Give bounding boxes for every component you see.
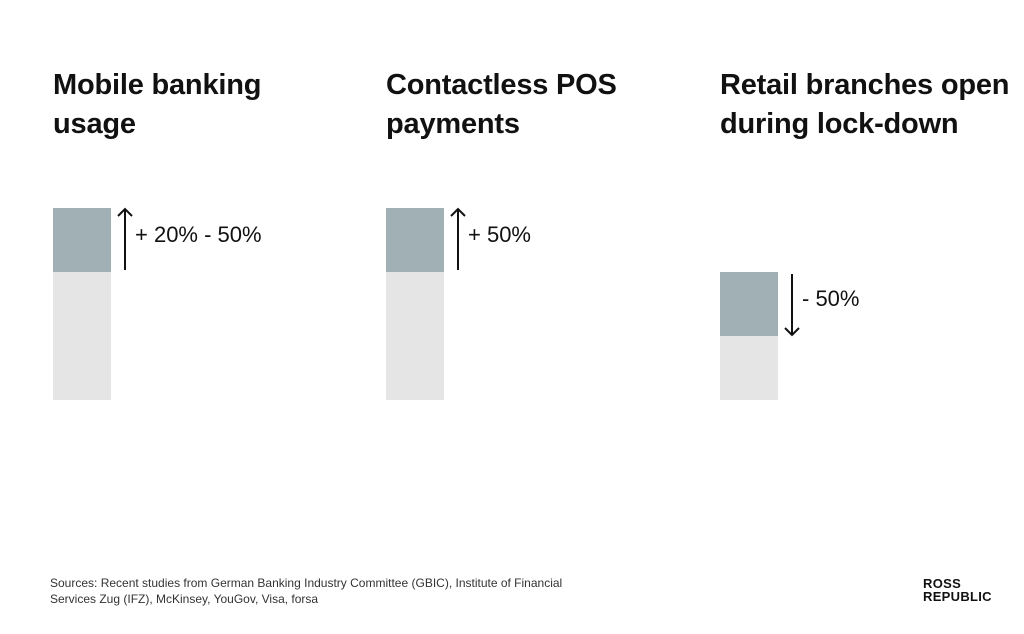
chart-svg-retail-branches: - 50%	[720, 272, 859, 400]
arrow-head	[450, 207, 466, 217]
logo-line-2: REPUBLIC	[923, 589, 992, 604]
arrow-head	[784, 327, 800, 337]
base-bar	[386, 272, 444, 400]
change-bar	[386, 208, 444, 272]
chart-panel-mobile-banking: Mobile banking usage + 20% - 50%	[53, 66, 353, 426]
ross-republic-logo: ROSS REPUBLIC	[923, 577, 992, 603]
change-label: - 50%	[802, 286, 859, 311]
change-bar	[720, 272, 778, 336]
chart-svg-contactless-pos: + 50%	[386, 207, 531, 400]
chart-title-contactless-pos: Contactless POS payments	[386, 69, 617, 140]
change-label: + 50%	[468, 222, 531, 247]
base-bar	[53, 272, 111, 400]
change-label: + 20% - 50%	[135, 222, 262, 247]
chart-title-retail-branches: Retail branches open during lock-down	[720, 69, 1010, 140]
chart-svg-mobile-banking: + 20% - 50%	[53, 207, 262, 400]
chart-title-mobile-banking: Mobile banking usage	[53, 69, 262, 140]
sources-note: Sources: Recent studies from German Bank…	[50, 576, 563, 606]
logo-line-1: ROSS	[923, 576, 962, 591]
base-bar	[720, 336, 778, 400]
chart-panel-contactless-pos: Contactless POS payments + 50%	[386, 66, 686, 426]
chart-panel-retail-branches: Retail branches open during lock-down - …	[720, 66, 1020, 426]
change-bar	[53, 208, 111, 272]
arrow-head	[117, 207, 133, 217]
